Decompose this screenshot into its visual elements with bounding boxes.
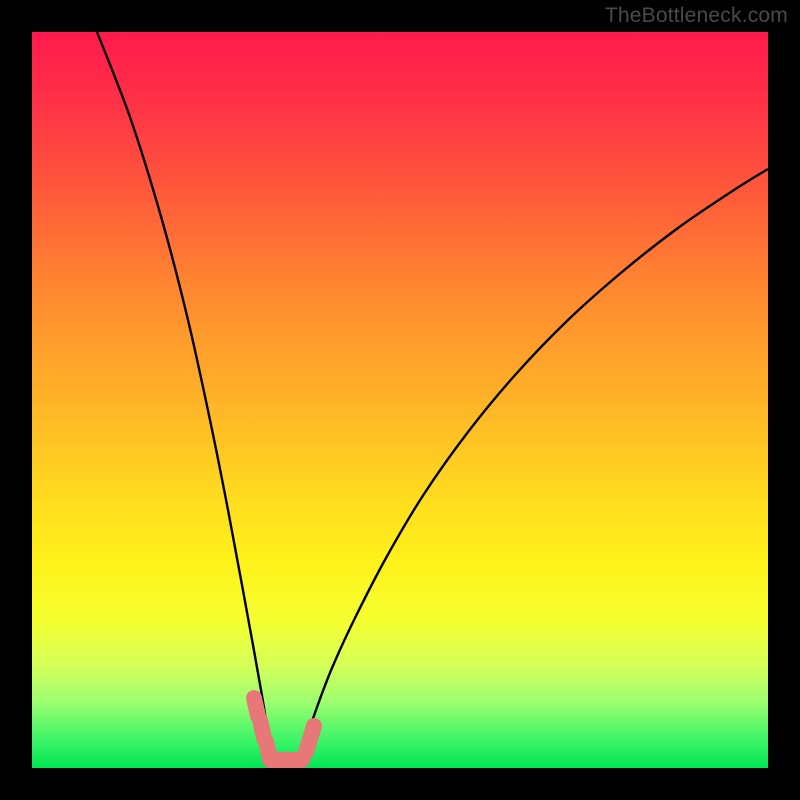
left-curve bbox=[97, 32, 273, 760]
curve-layer bbox=[0, 0, 800, 800]
bottom-marker-cluster bbox=[254, 698, 314, 760]
right-curve bbox=[301, 169, 768, 760]
marker-segment bbox=[306, 726, 314, 752]
watermark-text: TheBottleneck.com bbox=[605, 4, 788, 28]
outer-frame: TheBottleneck.com bbox=[0, 0, 800, 800]
